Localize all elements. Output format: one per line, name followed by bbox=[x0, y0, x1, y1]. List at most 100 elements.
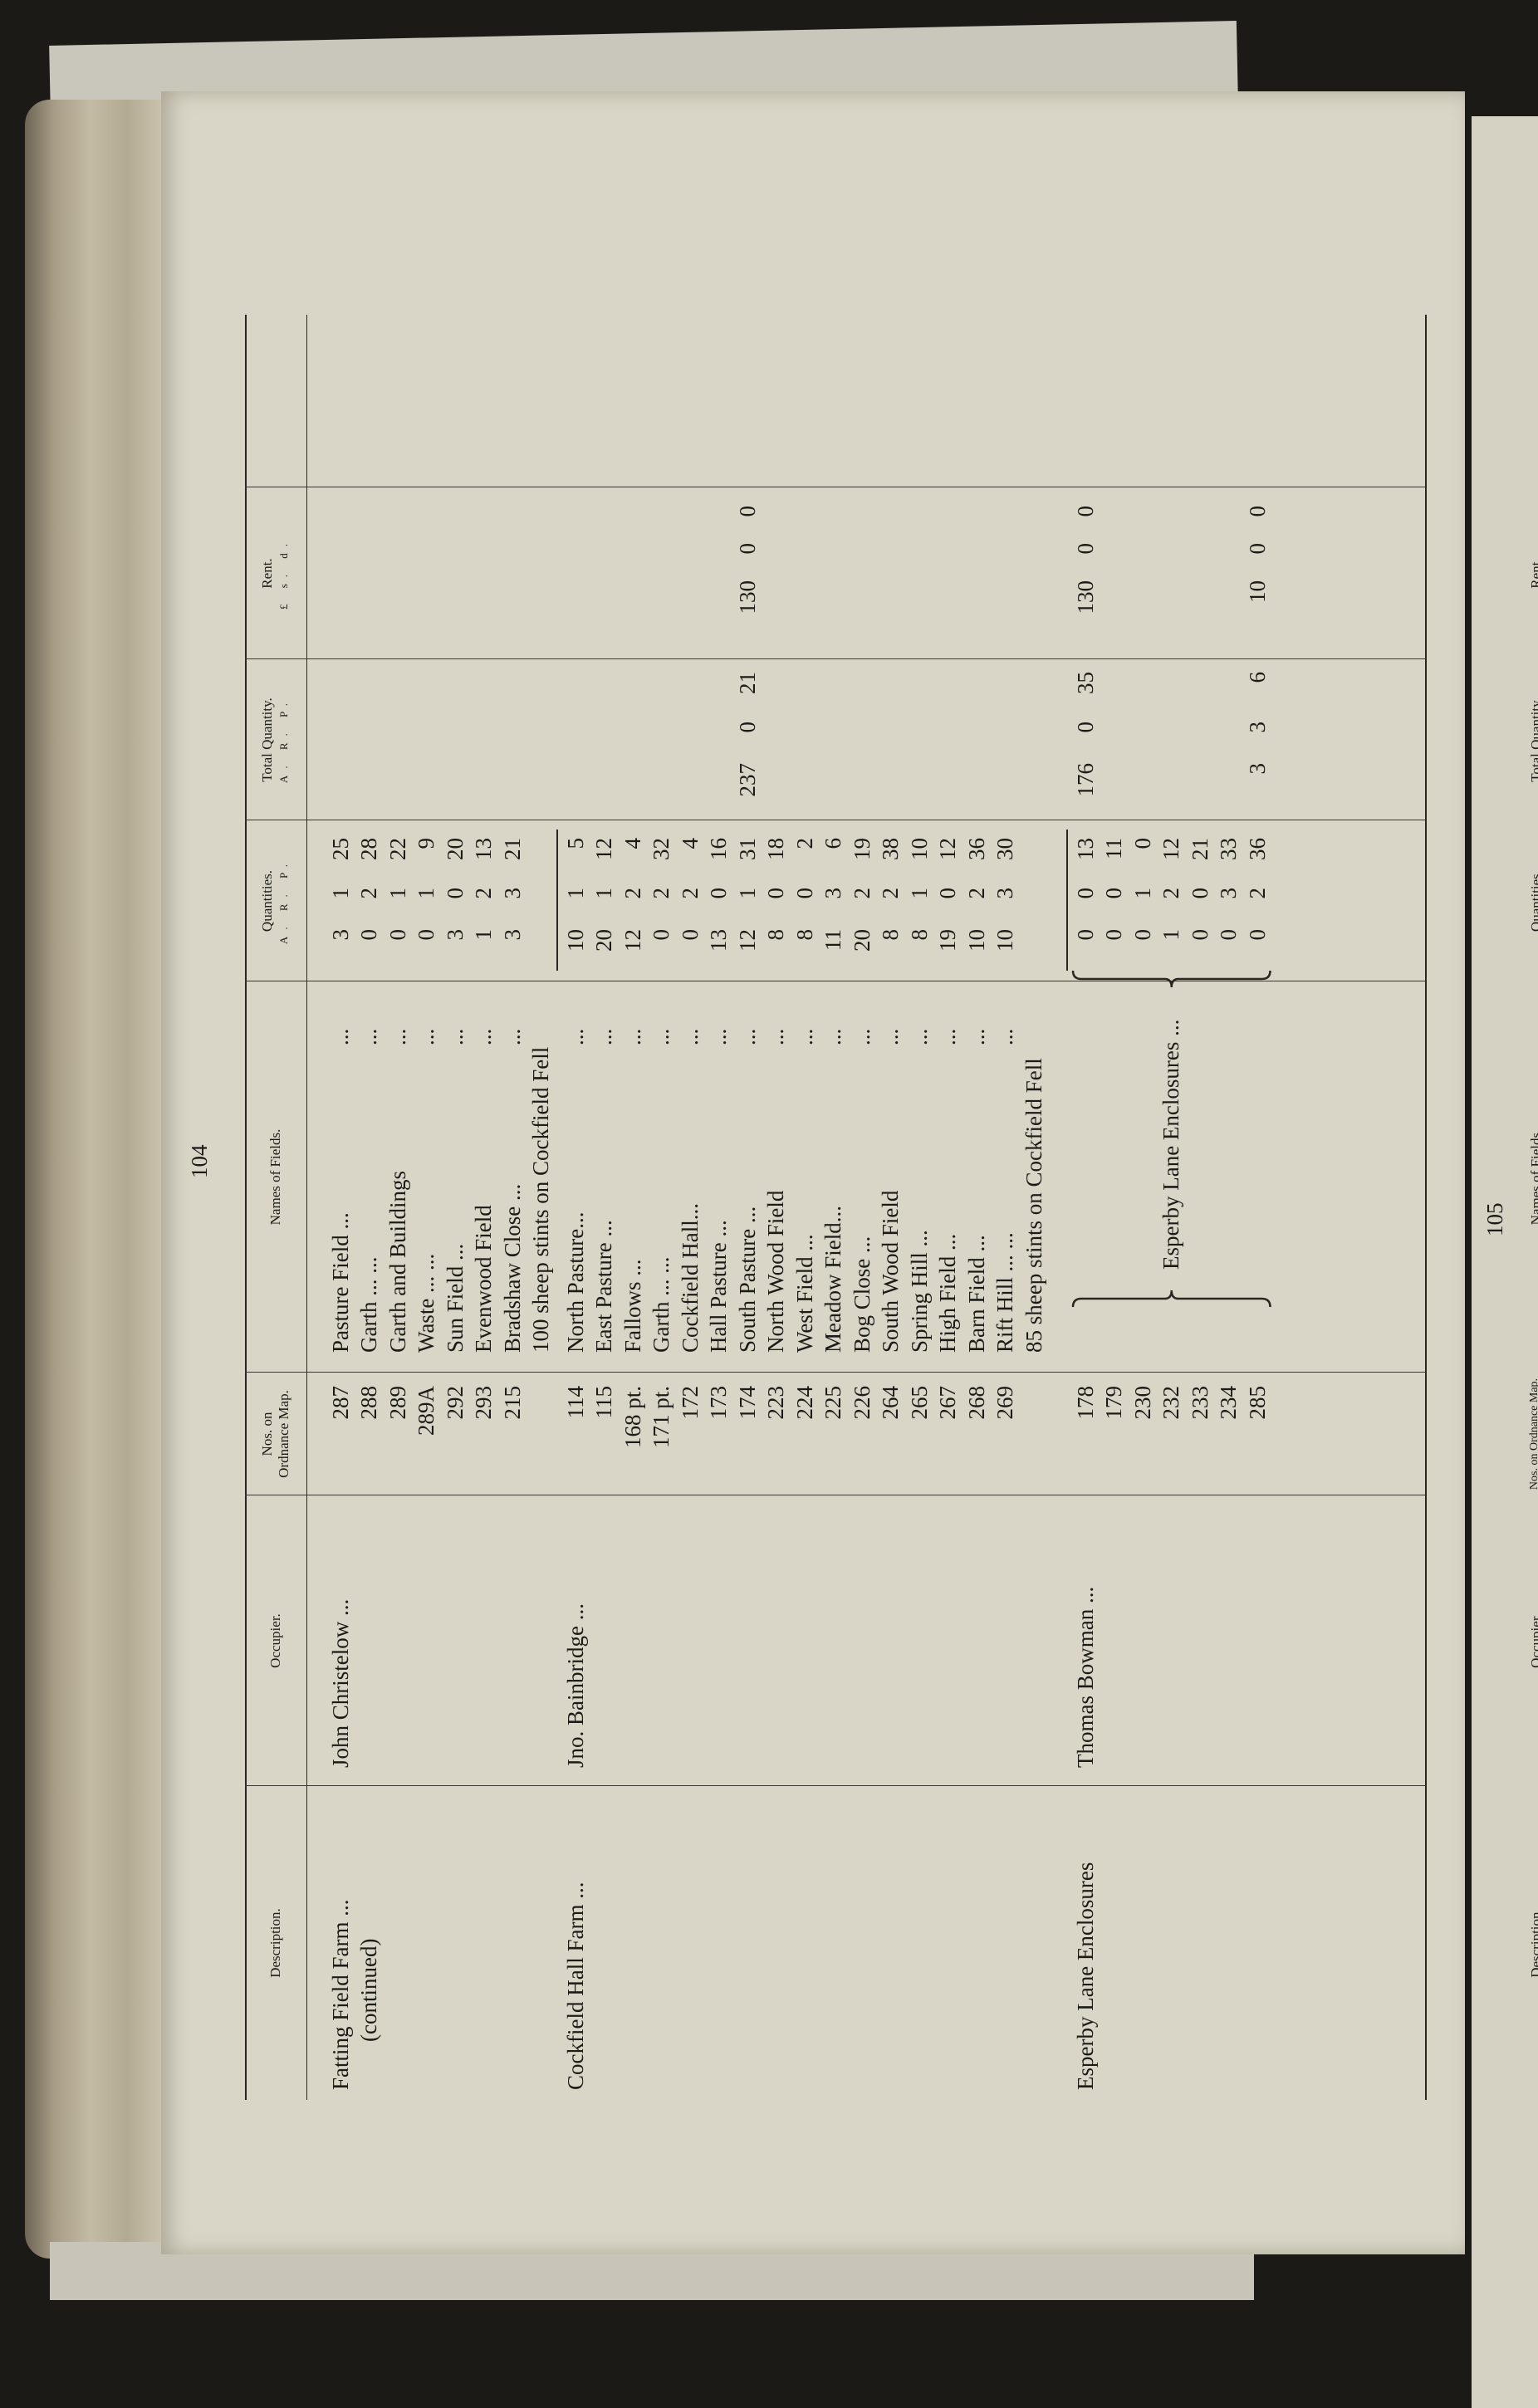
field-name: Sun Field ... bbox=[442, 1243, 468, 1353]
rent-shillings: 0 bbox=[1072, 543, 1098, 555]
dot-leader: ... bbox=[935, 1028, 961, 1045]
quantity-a: 0 bbox=[677, 929, 703, 941]
quantity-p: 21 bbox=[499, 838, 525, 860]
dot-leader: ... bbox=[471, 1028, 497, 1045]
quantity-r: 1 bbox=[327, 888, 353, 899]
column-rule bbox=[245, 658, 1425, 659]
dot-leader: ... bbox=[414, 1028, 439, 1045]
rent-shillings: 0 bbox=[734, 543, 760, 555]
ordnance-map-number: 232 bbox=[1158, 1386, 1184, 1420]
dot-leader: ... bbox=[763, 1028, 789, 1045]
summation-rule bbox=[1065, 830, 1068, 971]
field-name: Garth ... ... bbox=[356, 1256, 382, 1353]
dot-leader: ... bbox=[442, 1028, 468, 1045]
field-name: Cockfield Hall... bbox=[677, 1203, 703, 1353]
quantity-r: 1 bbox=[384, 888, 410, 899]
quantity-a: 11 bbox=[820, 929, 846, 951]
column-rule bbox=[245, 1785, 1425, 1786]
next-header-rent: Rent. bbox=[1528, 558, 1538, 589]
quantity-a: 0 bbox=[1244, 929, 1270, 941]
dot-leader: ... bbox=[906, 1028, 932, 1045]
quantity-r: 0 bbox=[1072, 888, 1098, 899]
quantity-a: 3 bbox=[499, 929, 525, 941]
rotated-ledger-table: 104 105 Description. Occupier. Nos. on Or… bbox=[187, 315, 1538, 2100]
total-quantity-a: 3 bbox=[1244, 763, 1270, 775]
dot-leader: ... bbox=[356, 1028, 382, 1045]
quantity-p: 4 bbox=[677, 838, 703, 849]
quantity-p: 22 bbox=[384, 838, 410, 860]
left-brace-icon bbox=[1071, 970, 1271, 988]
ordnance-map-number: 269 bbox=[992, 1386, 1018, 1420]
quantity-a: 10 bbox=[963, 929, 989, 952]
quantity-a: 20 bbox=[849, 929, 874, 952]
quantity-a: 1 bbox=[1158, 929, 1184, 941]
quantity-r: 2 bbox=[356, 888, 382, 899]
quantity-p: 31 bbox=[734, 838, 760, 860]
quantity-p: 18 bbox=[763, 838, 789, 860]
quantity-a: 13 bbox=[706, 929, 732, 952]
quantity-p: 12 bbox=[591, 838, 617, 860]
rent-pence: 0 bbox=[1244, 506, 1270, 517]
book-page bbox=[161, 91, 1465, 2254]
ordnance-map-number: 173 bbox=[706, 1386, 732, 1420]
quantity-p: 4 bbox=[620, 838, 645, 849]
quantity-a: 1 bbox=[471, 929, 497, 941]
quantity-r: 0 bbox=[1187, 888, 1212, 899]
quantity-p: 38 bbox=[878, 838, 904, 860]
quantity-r: 1 bbox=[562, 888, 588, 899]
quantity-a: 8 bbox=[791, 929, 817, 941]
dot-leader: ... bbox=[791, 1028, 817, 1045]
field-name: Fallows ... bbox=[620, 1259, 645, 1353]
quantity-r: 2 bbox=[649, 888, 674, 899]
ordnance-map-number: 289 bbox=[384, 1386, 410, 1420]
page-stack-edge bbox=[25, 100, 170, 2259]
table-bottom-rule bbox=[1425, 315, 1427, 2100]
quantity-p: 0 bbox=[1129, 838, 1155, 849]
header-rent: Rent. £ s. d. bbox=[245, 487, 306, 659]
ordnance-map-number: 215 bbox=[499, 1386, 525, 1420]
header-quantities-label: Quantities. bbox=[259, 869, 275, 932]
header-rent-label: Rent. bbox=[259, 558, 275, 589]
quantity-p: 16 bbox=[706, 838, 732, 860]
quantity-r: 2 bbox=[1158, 888, 1184, 899]
description-text: Fatting Field Farm ... bbox=[327, 1899, 353, 2091]
quantity-a: 0 bbox=[414, 929, 439, 941]
quantity-p: 25 bbox=[327, 838, 353, 860]
rent-pence: 0 bbox=[1072, 506, 1098, 517]
ordnance-map-number: 168 pt. bbox=[620, 1386, 645, 1449]
field-group-label: Esperby Lane Enclosures ... bbox=[1158, 1019, 1184, 1270]
next-book-page bbox=[1472, 116, 1538, 2408]
next-header-occupier: Occupier. bbox=[1528, 1613, 1538, 1668]
quantity-r: 1 bbox=[1129, 888, 1155, 899]
header-quantities: Quantities. A. R. P. bbox=[245, 820, 306, 981]
quantity-r: 0 bbox=[763, 888, 789, 899]
quantity-r: 2 bbox=[963, 888, 989, 899]
field-name: Garth ... ... bbox=[649, 1256, 674, 1353]
quantity-p: 12 bbox=[1158, 838, 1184, 860]
quantity-r: 1 bbox=[591, 888, 617, 899]
dot-leader: ... bbox=[620, 1028, 645, 1045]
field-name: East Pasture ... bbox=[591, 1220, 617, 1353]
header-occupier-label: Occupier. bbox=[267, 1613, 283, 1668]
header-rent-sub: £ s. d. bbox=[277, 536, 290, 610]
field-name: North Pasture... bbox=[562, 1211, 588, 1353]
quantity-r: 0 bbox=[706, 888, 732, 899]
dot-leader: ... bbox=[562, 1028, 588, 1045]
occupier-name: Thomas Bowman ... bbox=[1072, 1586, 1098, 1768]
quantity-a: 0 bbox=[1101, 929, 1127, 941]
dot-leader: ... bbox=[649, 1028, 674, 1045]
quantity-a: 0 bbox=[1072, 929, 1098, 941]
ordnance-map-number: 179 bbox=[1101, 1386, 1127, 1420]
quantity-a: 0 bbox=[1216, 929, 1242, 941]
description-text: Esperby Lane Enclosures bbox=[1072, 1862, 1098, 2090]
dot-leader: ... bbox=[878, 1028, 904, 1045]
ordnance-map-number: 285 bbox=[1244, 1386, 1270, 1420]
quantity-p: 30 bbox=[992, 838, 1018, 860]
quantity-p: 13 bbox=[1072, 838, 1098, 860]
quantity-a: 10 bbox=[562, 929, 588, 952]
field-name: High Field ... bbox=[935, 1233, 961, 1353]
quantity-r: 2 bbox=[1244, 888, 1270, 899]
rent-pence: 0 bbox=[734, 506, 760, 517]
ordnance-map-number: 114 bbox=[562, 1386, 588, 1419]
field-name: West Field ... bbox=[791, 1234, 817, 1353]
